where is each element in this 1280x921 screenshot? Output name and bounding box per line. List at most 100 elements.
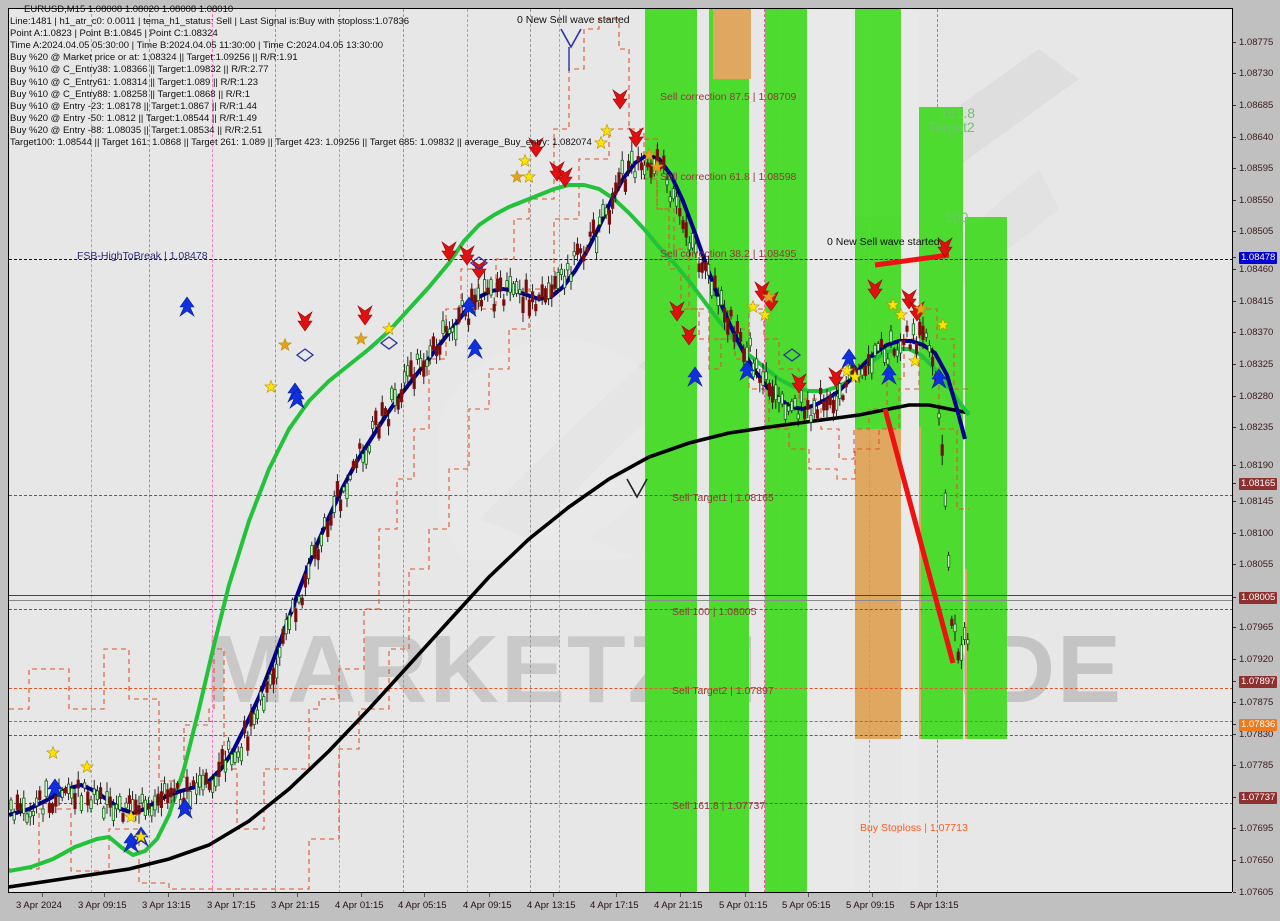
price-tick: 1.08550: [1233, 195, 1280, 207]
price-tick: 1.07695: [1233, 823, 1280, 835]
info-line: Point A:1.0823 | Point B:1.0845 | Point …: [10, 28, 218, 40]
gap-column: [807, 9, 855, 893]
level-label-buy-stoploss: Buy Stoploss | 1.07713: [860, 822, 968, 834]
time-tick: 5 Apr 13:15: [910, 900, 959, 911]
session-band: [709, 9, 749, 893]
price-series-overlay: [9, 18, 971, 890]
info-line: Line:1481 | h1_atr_c0: 0.0011 | tema_h1_…: [10, 16, 410, 28]
info-line: Buy %20 @ Entry -88: 1.08035 || Target:1…: [10, 124, 263, 136]
price-tick: 1.08370: [1233, 327, 1280, 339]
price-scale[interactable]: 1.08775 1.08730 1.08685 1.08640 1.08595 1.085…: [1232, 8, 1280, 898]
price-tick: 1.08505: [1233, 226, 1280, 238]
level-line-stoploss: [9, 735, 1233, 736]
level-label-sell-1618: Sell 161.8 | 1.07737: [672, 800, 766, 812]
period-separator: [275, 9, 276, 893]
time-tick: 5 Apr 09:15: [846, 900, 895, 911]
price-tick: 1.08595: [1233, 163, 1280, 175]
price-tick: 1.08415: [1233, 296, 1280, 308]
time-tick-mark: [808, 893, 809, 897]
price-tick: 1.07650: [1233, 855, 1280, 867]
annotation-new-sell-wave-2: 0 New Sell wave started: [827, 236, 940, 248]
time-scale[interactable]: 3 Apr 2024 3 Apr 09:15 3 Apr 13:15 3 Apr 17…: [8, 892, 1232, 921]
time-tick-mark: [361, 893, 362, 897]
session-divider: [689, 9, 690, 893]
time-tick: 4 Apr 13:15: [527, 900, 576, 911]
time-tick-mark: [168, 893, 169, 897]
annotation-new-sell-wave-1: 0 New Sell wave started: [517, 14, 630, 26]
candlestick-series: [9, 141, 970, 827]
info-line: Target100: 1.08544 || Target 161: 1.0868…: [10, 137, 592, 149]
price-tick-highlight: 1.07897: [1233, 676, 1280, 688]
level-line-orange-aux: [9, 721, 1233, 722]
time-tick-mark: [745, 893, 746, 897]
level-line-sell-target2: [9, 688, 1233, 689]
price-tick-highlight: 1.08005: [1233, 592, 1280, 604]
time-tick-mark: [42, 893, 43, 897]
time-tick-mark: [233, 893, 234, 897]
period-separator: [149, 9, 150, 893]
price-tick-highlight: 1.07836: [1233, 719, 1280, 731]
period-separator: [530, 9, 531, 893]
level-label-sell-correction-875: Sell correction 87.5 | 1.08709: [660, 91, 797, 103]
level-line-fsb-hightobreak: [9, 259, 1233, 260]
price-tick: 1.07965: [1233, 622, 1280, 634]
price-tick-highlight: 1.07737: [1233, 792, 1280, 804]
info-line: Time A:2024.04.05 05:30:00 | Time B:2024…: [10, 40, 384, 52]
level-line-sell-100: [9, 609, 1233, 610]
level-label-sell-target1: Sell Target1 | 1.08165: [672, 492, 774, 504]
session-band: [765, 9, 807, 893]
info-line: Buy %10 @ C_Entry61: 1.08314 || Target:1…: [10, 76, 259, 88]
chart-plot-area[interactable]: MARKETZ 1TRADE: [8, 8, 1233, 893]
price-tick: 1.07875: [1233, 697, 1280, 709]
period-separator: [764, 9, 765, 893]
info-line: Buy %10 @ C_Entry88: 1.08258 || Target:1…: [10, 88, 251, 100]
gap-column: [901, 9, 919, 893]
price-tick: 1.08055: [1233, 559, 1280, 571]
price-tick: 1.07920: [1233, 654, 1280, 666]
price-tick: 1.08145: [1233, 496, 1280, 508]
wave-v-marker: [626, 478, 648, 499]
info-line: Buy %10 @ Entry -23: 1.08178 || Target:1…: [10, 100, 257, 112]
level-line-bid: [9, 600, 1233, 601]
level-label-sell-target2: Sell Target2 | 1.07897: [672, 685, 774, 697]
level-label-sell-correction-618: Sell correction 61.8 | 1.08598: [660, 171, 797, 183]
time-tick: 4 Apr 21:15: [654, 900, 703, 911]
wave-markers: [560, 28, 648, 499]
time-tick-mark: [553, 893, 554, 897]
time-tick: 5 Apr 05:15: [782, 900, 831, 911]
bar-tag-100: 100: [945, 209, 969, 225]
time-tick: 3 Apr 17:15: [207, 900, 256, 911]
time-tick-mark: [872, 893, 873, 897]
time-tick: 5 Apr 01:15: [719, 900, 768, 911]
gap-column: [697, 9, 709, 893]
price-tick-highlight: 1.08478: [1233, 252, 1280, 264]
time-tick: 4 Apr 09:15: [463, 900, 512, 911]
time-tick: 4 Apr 01:15: [335, 900, 384, 911]
signal-markers: [45, 89, 953, 853]
baseline-ma: [9, 403, 970, 889]
period-separator: [559, 9, 560, 893]
gap-column: [751, 9, 765, 893]
chart-info-overlay: EURUSD,M15 1.08008 1.08020 1.08008 1.080…: [10, 4, 592, 149]
time-tick: 4 Apr 05:15: [398, 900, 447, 911]
session-band-orange: [713, 9, 751, 79]
price-tick: 1.07830: [1233, 729, 1280, 741]
level-line-sell-target1: [9, 495, 1233, 496]
time-tick-mark: [616, 893, 617, 897]
period-separator: [91, 9, 92, 893]
session-divider: [869, 9, 870, 893]
period-separator: [339, 9, 340, 893]
time-tick-mark: [489, 893, 490, 897]
price-tick: 1.07605: [1233, 887, 1280, 899]
level-label-fsb: FSB-HighToBreak | 1.08478: [77, 250, 208, 262]
time-tick-mark: [936, 893, 937, 897]
time-tick: 4 Apr 17:15: [590, 900, 639, 911]
level-line-current-price: [9, 595, 1233, 596]
level-label-sell-100: Sell 100 | 1.08005: [672, 606, 757, 618]
price-tick: 1.08460: [1233, 264, 1280, 276]
price-tick: 1.08235: [1233, 422, 1280, 434]
trend-line-red-2: [882, 408, 956, 664]
symbol-timeframe-line: EURUSD,M15 1.08008 1.08020 1.08008 1.080…: [24, 4, 234, 15]
period-separator: [212, 9, 213, 893]
